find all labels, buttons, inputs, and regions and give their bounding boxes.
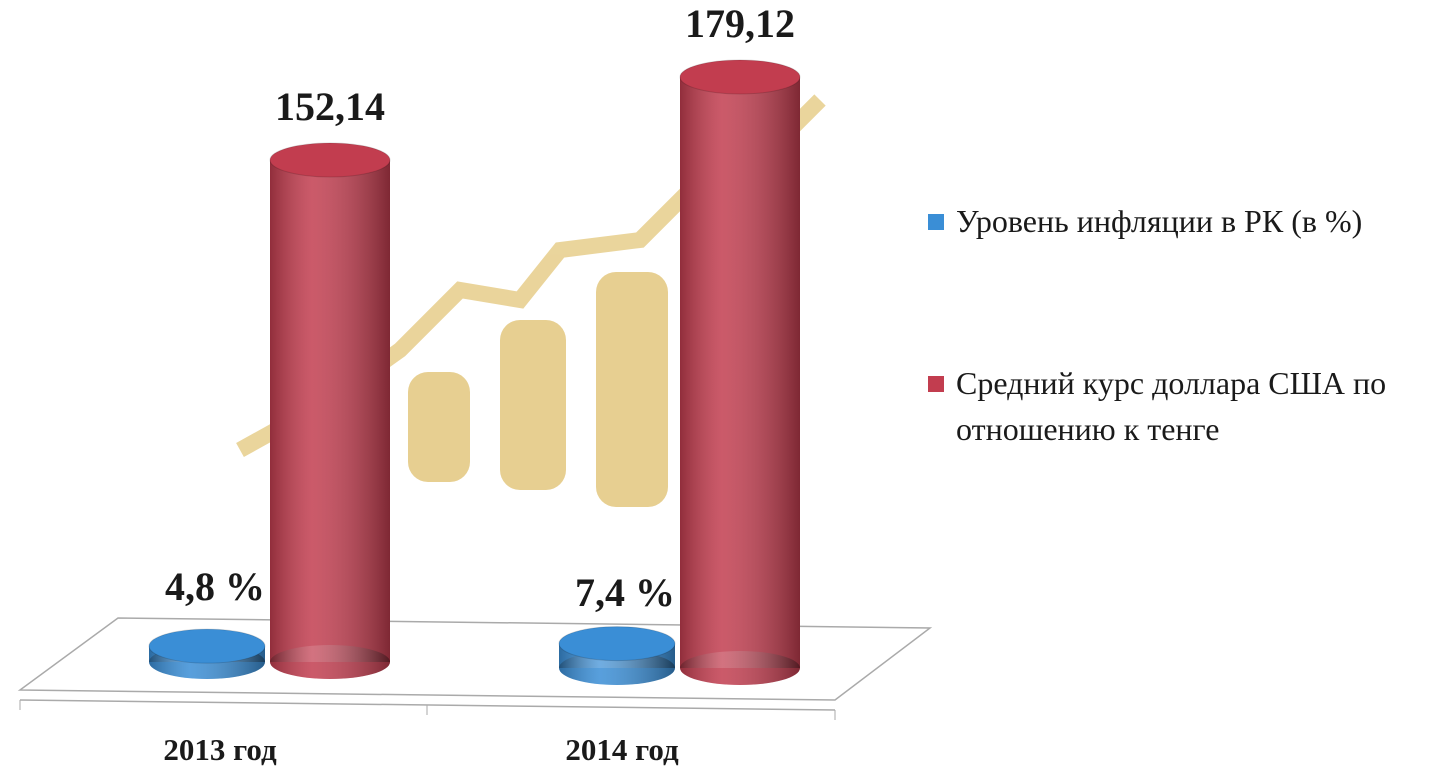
legend-swatch — [928, 376, 944, 392]
x-tick-label: 2013 год — [163, 732, 277, 767]
legend-item: Средний курс доллара США по отношению к … — [928, 360, 1434, 452]
cylinder-top — [679, 59, 801, 95]
value-label: 4,8 % — [165, 564, 265, 609]
x-tick-label: 2014 год — [565, 732, 679, 767]
cylinder-top — [558, 626, 676, 662]
cylinder-top — [148, 628, 266, 664]
legend-swatch — [928, 214, 944, 230]
legend-label: Средний курс доллара США по отношению к … — [956, 365, 1387, 447]
cylinder-shade — [270, 160, 390, 663]
value-label: 179,12 — [685, 1, 795, 46]
cylinder-top — [269, 142, 391, 178]
legend-label: Уровень инфляции в РК (в %) — [956, 203, 1363, 239]
cylinder-shade — [680, 77, 800, 668]
value-label: 7,4 % — [575, 570, 675, 615]
value-label: 152,14 — [275, 84, 385, 129]
legend-item: Уровень инфляции в РК (в %) — [928, 198, 1434, 244]
